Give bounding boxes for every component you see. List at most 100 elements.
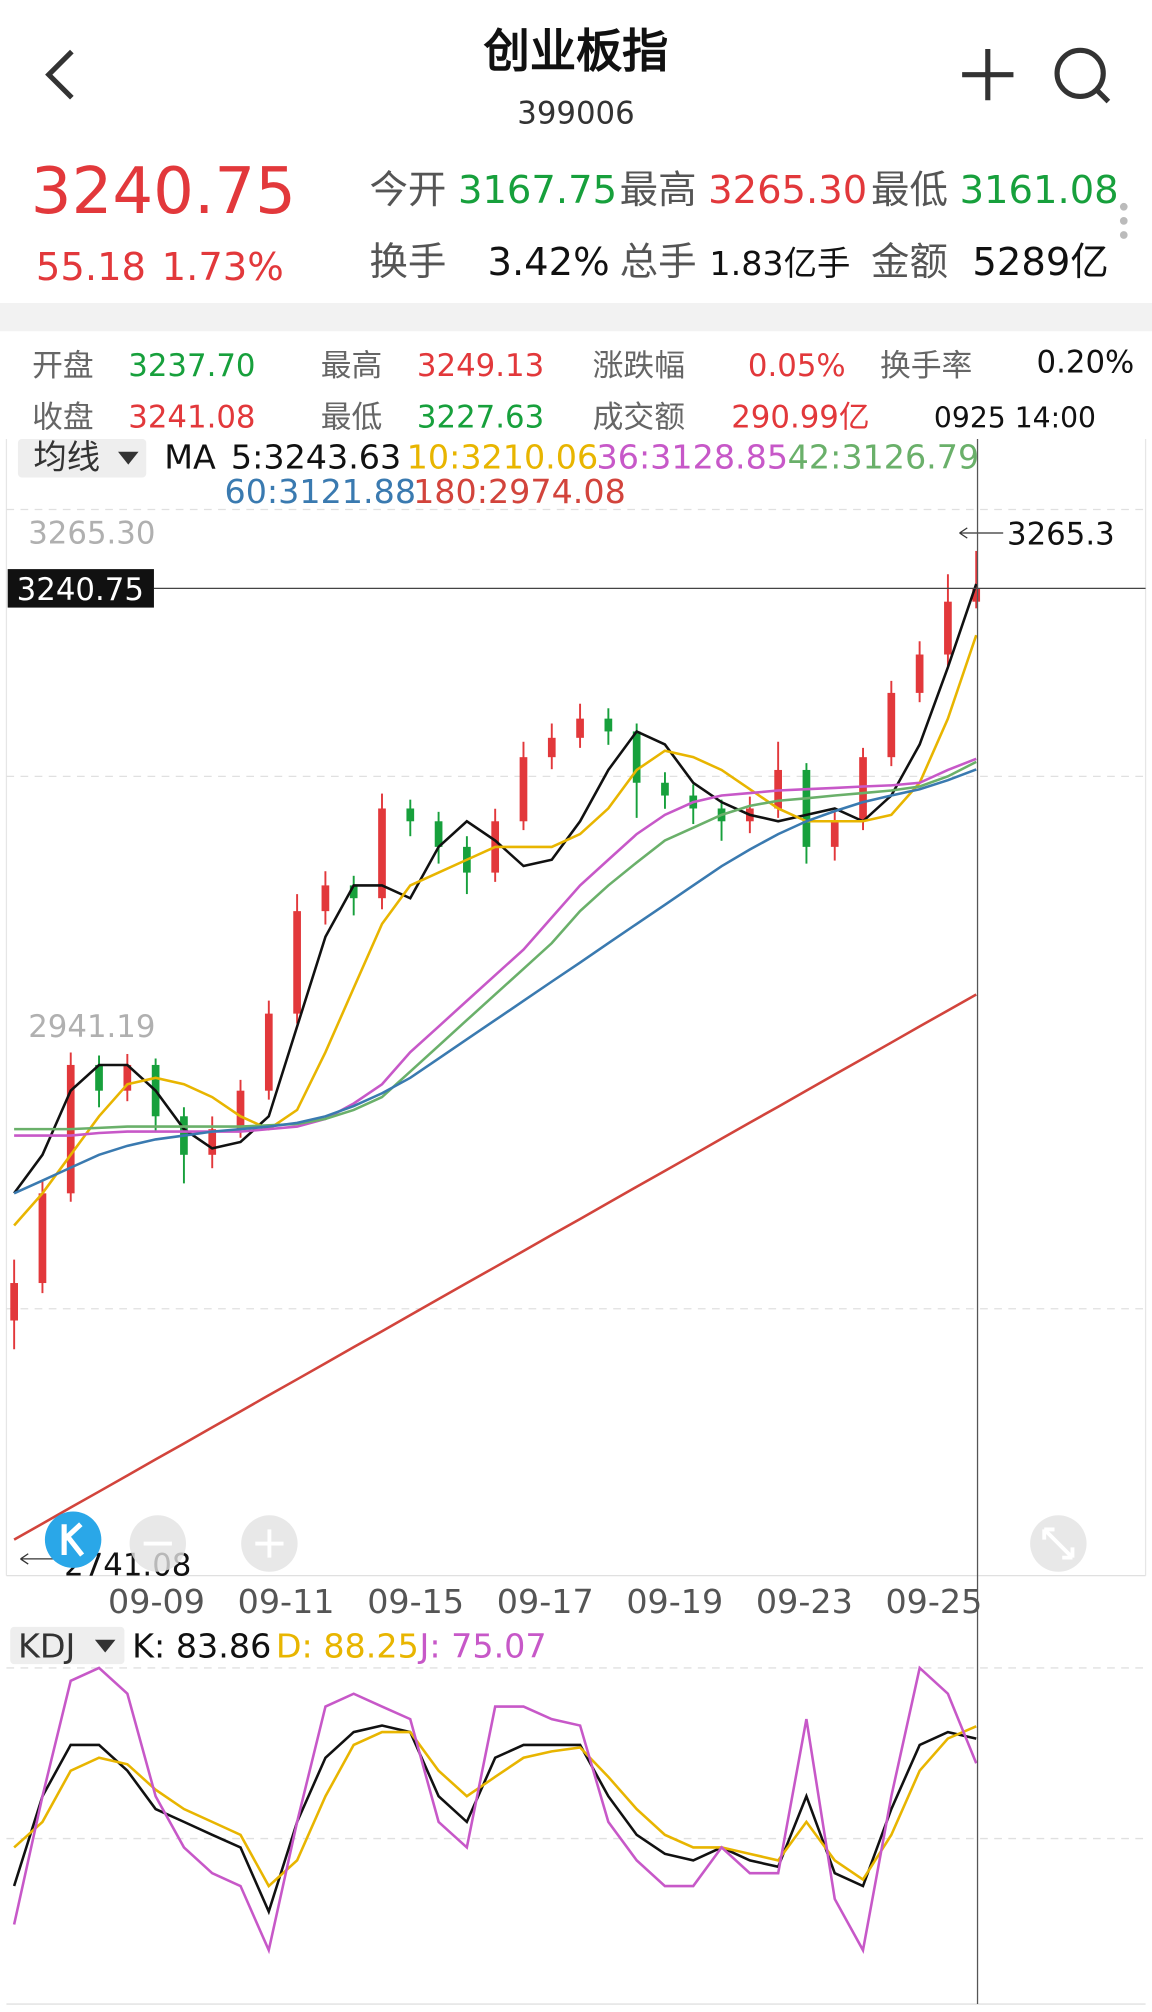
legend-entry: 5:3243.63 <box>231 437 401 476</box>
candle-body <box>378 808 386 899</box>
candle-body <box>38 1193 47 1284</box>
x-tick-label: 09-19 <box>626 1582 723 1621</box>
field-value: 5289亿 <box>972 240 1108 285</box>
candle-body <box>349 885 358 899</box>
detail-time: 0925 14:00 <box>934 401 1096 434</box>
legend-entry: 36:3128.85 <box>597 437 789 476</box>
legend-entry: K: 83.86 <box>132 1627 271 1666</box>
detail-label: 成交额 <box>593 399 685 435</box>
detail-value: 0.05% <box>748 348 846 384</box>
candle-body <box>972 588 981 602</box>
kline-icon <box>61 1522 85 1557</box>
selector-bg <box>17 438 147 478</box>
detail-value: 3227.63 <box>417 399 544 435</box>
legend-entry: 10:3210.06 <box>407 437 599 476</box>
x-tick-label: 09-09 <box>108 1582 205 1621</box>
detail-value: 3249.13 <box>417 348 544 384</box>
search-button[interactable] <box>1054 47 1111 104</box>
y-tick-label: 2941.19 <box>28 1009 155 1045</box>
field-label: 总手 <box>620 240 697 285</box>
detail-value: 3237.70 <box>128 348 255 384</box>
candle-body <box>264 1013 273 1091</box>
indicator-selector[interactable]: 均线 <box>17 437 147 478</box>
candle-body <box>859 757 867 822</box>
dot <box>1119 217 1128 225</box>
kdj-line <box>13 1725 977 1889</box>
kdj-line <box>12 1724 977 1916</box>
code: 399006 <box>517 95 634 131</box>
field-value: 1.83亿手 <box>709 244 850 283</box>
kdj-selector[interactable]: KDJ <box>10 1626 125 1666</box>
price: 3240.75 <box>31 154 296 229</box>
field-value: 3265.30 <box>708 168 867 213</box>
detail-label: 最低 <box>321 399 383 435</box>
legend-entry: D: 88.25 <box>276 1627 419 1666</box>
field-label: 换手 <box>369 240 446 285</box>
detail-value: 0.20% <box>1037 344 1135 380</box>
add-button[interactable] <box>962 48 1014 101</box>
detail-label: 换手率 <box>880 348 972 384</box>
candle-body <box>95 1064 103 1091</box>
more-button[interactable] <box>1119 202 1128 239</box>
legend-entry: 180:2974.08 <box>413 472 626 511</box>
field-value: 3161.08 <box>960 168 1119 213</box>
detail-label: 涨跌幅 <box>593 348 685 384</box>
zoom-out-button[interactable] <box>129 1515 187 1572</box>
x-tick-label: 09-23 <box>756 1582 853 1621</box>
ma-line <box>13 583 978 1195</box>
candle-body <box>830 821 839 847</box>
detail-label: 最高 <box>321 348 383 384</box>
selector-bg <box>10 1626 125 1665</box>
candle-body <box>632 731 641 783</box>
legend-entry: J: 75.07 <box>417 1627 546 1666</box>
zoom-in-button[interactable] <box>241 1515 298 1572</box>
candle-body <box>547 737 556 758</box>
ma-line <box>13 634 978 1227</box>
field-value: 3167.75 <box>458 168 617 213</box>
candle-body <box>576 718 584 738</box>
candle-body <box>10 1283 18 1321</box>
separator <box>0 302 1152 332</box>
x-tick-label: 09-25 <box>885 1582 982 1621</box>
back-button[interactable] <box>45 49 74 100</box>
last-price-tag <box>7 569 154 608</box>
candle-body <box>915 654 924 693</box>
legend-title: MA <box>164 437 216 476</box>
candle-body <box>208 1129 217 1155</box>
annotation-arrow <box>959 527 968 539</box>
change: 55.18 <box>36 245 146 290</box>
ma-line <box>14 757 977 1137</box>
x-tick-label: 09-17 <box>497 1582 594 1621</box>
selector-label: KDJ <box>18 1627 75 1666</box>
x-tick-label: 09-15 <box>367 1582 464 1621</box>
dot <box>1119 231 1128 239</box>
last-price-label: 3240.75 <box>17 572 144 608</box>
title: 创业板指 <box>484 24 669 78</box>
kdj-line <box>12 1665 978 1955</box>
ma-line <box>14 760 977 1131</box>
kline-button[interactable] <box>44 1511 102 1568</box>
candle-body <box>604 718 613 732</box>
detail-value: 3241.08 <box>128 399 255 435</box>
dot <box>1119 202 1128 211</box>
candle-body <box>321 885 330 912</box>
candle-body <box>519 757 528 822</box>
selector-label: 均线 <box>33 437 100 476</box>
field-label: 金额 <box>871 240 948 285</box>
search-icon <box>1054 47 1106 100</box>
candle-body <box>434 821 443 847</box>
change-pct: 1.73% <box>162 245 284 290</box>
candle-body <box>944 601 952 655</box>
annotation-arrow <box>20 1553 29 1565</box>
detail-label: 收盘 <box>32 399 94 435</box>
candle-body <box>802 769 811 847</box>
candle-body <box>123 1064 132 1091</box>
field-label: 最低 <box>871 168 948 213</box>
candle-body <box>887 692 896 758</box>
fullscreen-button[interactable] <box>1030 1515 1087 1572</box>
annotation-label: 3265.3 <box>1007 517 1115 553</box>
detail-value: 290.99亿 <box>731 399 869 435</box>
